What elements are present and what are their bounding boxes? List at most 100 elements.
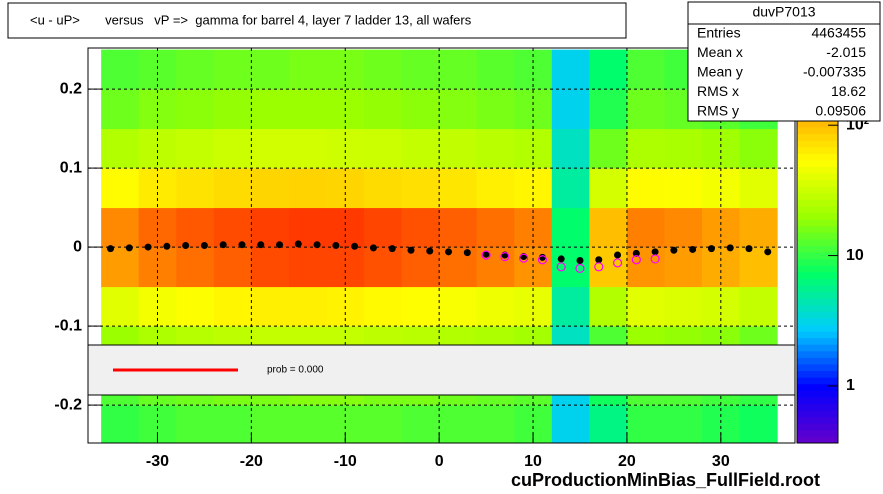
heatmap-cell — [739, 247, 778, 288]
stats-name: RMS y — [697, 103, 739, 119]
z-tick-label: 1 — [846, 377, 855, 394]
color-scale-step — [797, 133, 838, 141]
heatmap-cell — [551, 207, 590, 248]
heatmap-cell — [364, 49, 403, 90]
stats-value: -2.015 — [826, 44, 866, 60]
heatmap-cell — [739, 128, 778, 169]
stats-value: -0.007335 — [803, 64, 866, 80]
heatmap-cell — [251, 168, 290, 209]
profile-point — [332, 242, 340, 249]
fit-point — [500, 251, 510, 262]
y-tick-label: 0.2 — [60, 80, 82, 97]
heatmap-cell — [589, 207, 628, 248]
heatmap-cell — [176, 128, 215, 169]
heatmap-cell — [589, 49, 628, 90]
plot-frame — [87, 47, 796, 444]
fit-point — [537, 255, 548, 265]
color-scale-step — [797, 390, 838, 398]
color-scale-step — [797, 278, 838, 286]
profile-point — [407, 246, 415, 254]
color-scale-step — [797, 324, 838, 332]
heatmap-cell — [401, 89, 440, 130]
heatmap-cell — [176, 168, 215, 209]
profile-point — [238, 241, 246, 249]
profile-point — [445, 248, 453, 256]
x-tick-label: 10 — [524, 453, 542, 470]
heatmap-cell — [288, 128, 327, 169]
x-tick-label: -20 — [240, 453, 263, 470]
heatmap-cell — [476, 286, 515, 327]
heatmap-cell — [551, 89, 590, 130]
heatmap-cell — [589, 89, 628, 130]
stats-name: Entries — [697, 25, 741, 41]
profile-point — [182, 242, 190, 249]
heatmap-cell — [251, 247, 290, 288]
profile-point — [144, 243, 152, 251]
fit-point — [481, 250, 491, 260]
profile-point — [651, 248, 659, 256]
heatmap-cell — [101, 89, 140, 130]
heatmap-cell — [476, 168, 515, 209]
heatmap-cell — [288, 405, 327, 443]
heatmap-cell — [176, 207, 215, 248]
heatmap-cell — [476, 128, 515, 169]
profile-point — [595, 256, 603, 264]
heatmap-cell — [251, 128, 290, 169]
heatmap-cell — [251, 286, 290, 327]
color-scale-step — [797, 219, 838, 227]
stats-value: 0.09506 — [815, 103, 866, 119]
profile-point — [219, 241, 227, 249]
color-scale-step — [797, 258, 838, 266]
chart-title: <u - uP> versus vP => gamma for barrel 4… — [30, 12, 472, 27]
heatmap-cell — [476, 49, 515, 90]
heatmap-cell — [439, 89, 478, 130]
heatmap-cell — [514, 128, 553, 169]
fit-point — [556, 262, 566, 272]
heatmap-cell — [288, 207, 327, 248]
heatmap-cell — [176, 247, 215, 288]
heatmap-cell — [401, 247, 440, 288]
heatmap-cell — [326, 128, 365, 169]
profile-point — [200, 242, 208, 249]
color-scale-step — [797, 396, 838, 404]
heatmap-cell — [476, 89, 515, 130]
heatmap-cell — [364, 89, 403, 130]
fit-point — [594, 262, 604, 272]
heatmap-cell — [288, 89, 327, 130]
profile-point — [163, 242, 171, 250]
heatmap-cell — [626, 168, 665, 209]
heatmap-cell — [664, 128, 703, 169]
heatmap-cell — [739, 207, 778, 248]
heatmap-cell — [589, 128, 628, 169]
color-scale-step — [797, 436, 838, 444]
color-scale-step — [797, 429, 838, 437]
color-scale-step — [797, 403, 838, 411]
heatmap-cell — [101, 49, 140, 90]
heatmap-cell — [364, 405, 403, 443]
heatmap-cell — [439, 207, 478, 248]
color-scale-step — [797, 265, 838, 273]
color-scale-step — [797, 317, 838, 325]
heatmap-cell — [138, 128, 177, 169]
heatmap-cell — [401, 286, 440, 327]
profile-point — [745, 245, 753, 253]
color-scale-step — [797, 298, 838, 306]
heatmap-cell — [364, 168, 403, 209]
heatmap-cell — [739, 405, 778, 443]
heatmap-cell — [664, 207, 703, 248]
color-scale-step — [797, 225, 838, 233]
color-scale-step — [797, 377, 838, 385]
heatmap-cell — [101, 247, 140, 288]
heatmap-cell — [589, 247, 628, 288]
y-tick-label: 0.1 — [60, 159, 82, 176]
heatmap-cell — [439, 168, 478, 209]
profile-point — [463, 249, 471, 257]
heatmap-cell — [364, 247, 403, 288]
color-scale-step — [797, 252, 838, 260]
heatmap-cell — [401, 207, 440, 248]
color-scale-step — [797, 311, 838, 319]
heatmap-cell — [626, 405, 665, 443]
color-scale-step — [797, 232, 838, 240]
heatmap-cell — [626, 89, 665, 130]
profile-point — [426, 247, 434, 255]
